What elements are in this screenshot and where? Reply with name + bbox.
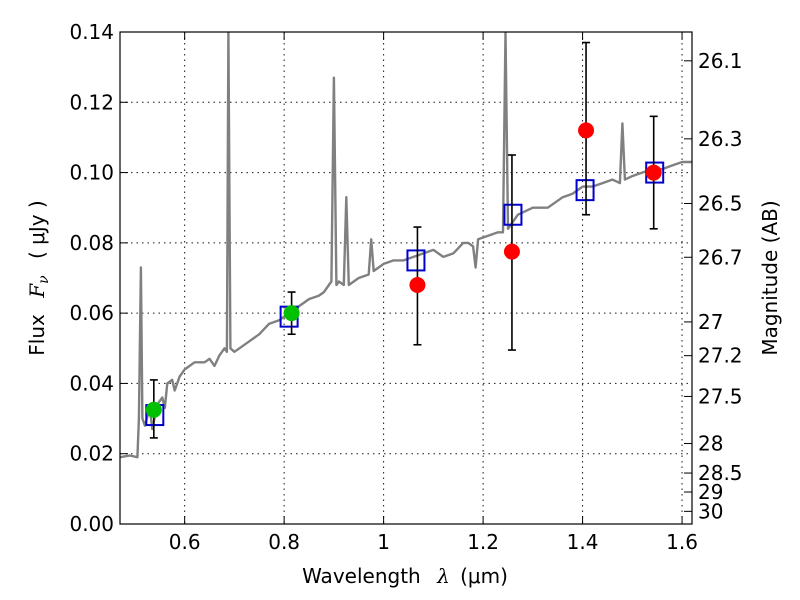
y2-tick-label: 30 xyxy=(698,499,723,523)
observed-point xyxy=(503,243,520,260)
y-axis-label-prefix: Flux xyxy=(25,314,49,356)
y2-tick-label: 28 xyxy=(698,432,723,456)
x-axis-label-prefix: Wavelength xyxy=(302,564,421,588)
ticks: 0.6 0.8 1 1.2 1.4 1.6 0.00 0.02 0.04 0.06 0.08 0.10… xyxy=(69,20,742,554)
y-axis-label-subscript: ν xyxy=(36,275,52,284)
plot-frame xyxy=(119,31,693,525)
y2-tick-label: 26.3 xyxy=(698,127,743,151)
y-axis-label-symbol: F xyxy=(25,283,49,299)
y2-tick-label: 26.1 xyxy=(698,49,743,73)
x-tick-label: 1 xyxy=(377,530,390,554)
x-axis-label-unit: (μm) xyxy=(460,564,508,588)
markers-layer xyxy=(145,41,665,439)
observed-point xyxy=(409,277,426,294)
y-tick-label: 0.08 xyxy=(69,231,114,255)
model-band-marker xyxy=(406,249,426,272)
spectrum-layer xyxy=(120,32,692,459)
y-tick-label: 0.00 xyxy=(69,512,114,536)
y2-tick-label: 28.5 xyxy=(698,461,743,485)
y2-tick-label: 27 xyxy=(698,310,723,334)
observed-point xyxy=(645,164,662,181)
y-tick-label: 0.02 xyxy=(69,442,114,466)
model-band-marker xyxy=(503,203,523,226)
y-axis-label: Flux Fν ( μJy ) xyxy=(25,200,53,355)
y-tick-label: 0.04 xyxy=(69,371,114,395)
x-tick-label: 0.6 xyxy=(169,530,201,554)
observed-point xyxy=(145,401,162,418)
y-axis-label-unit: ( μJy ) xyxy=(25,200,49,259)
observed-point xyxy=(578,122,595,139)
y2-tick-label: 27.5 xyxy=(698,384,743,408)
x-tick-label: 1.2 xyxy=(467,530,499,554)
x-tick-label: 1.4 xyxy=(567,530,599,554)
model-band-marker xyxy=(575,179,595,202)
observed-point xyxy=(283,305,300,322)
y-tick-label: 0.14 xyxy=(69,20,114,44)
x-tick-label: 1.6 xyxy=(666,530,698,554)
y2-tick-label: 27.2 xyxy=(698,344,743,368)
x-tick-label: 0.8 xyxy=(268,530,300,554)
y2-tick-label: 26.7 xyxy=(698,245,743,269)
y-tick-label: 0.12 xyxy=(69,90,114,114)
y-tick-label: 0.06 xyxy=(69,301,114,325)
spectrum-line xyxy=(120,32,692,459)
x-axis-label: Wavelength λ (μm) xyxy=(302,564,508,588)
grid xyxy=(120,32,692,524)
y2-tick-label: 29 xyxy=(698,480,723,504)
y2-tick-label: 26.5 xyxy=(698,191,743,215)
x-axis-label-symbol: λ xyxy=(436,564,450,588)
y-tick-label: 0.10 xyxy=(69,161,114,185)
y2-axis-label: Magnitude (AB) xyxy=(758,200,782,355)
